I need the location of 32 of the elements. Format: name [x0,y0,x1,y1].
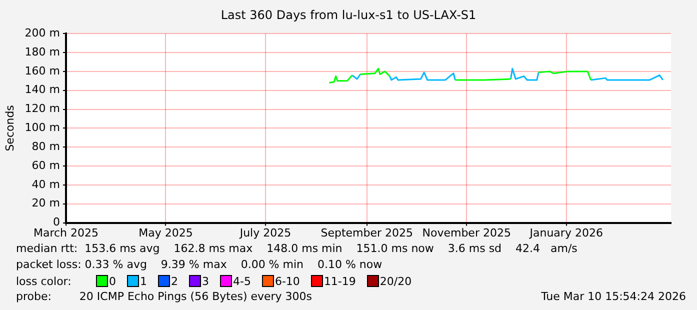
text: probe: 20 ICMP Echo Pings (56 Bytes) every 300s [16,289,312,305]
legend-label: 11-19 [324,274,356,288]
y-tick-label: 20 m [32,196,60,210]
legend-label: 0 [109,274,116,288]
legend-label: 1 [140,274,147,288]
y-axis-title: Seconds [3,104,16,152]
y-tick-label: 40 m [32,178,60,191]
x-tick-label: July 2025 [238,226,292,240]
legend-label: 20/20 [380,274,412,288]
x-tick-label: May 2025 [138,226,193,240]
text: packet loss: 0.33 % avg 9.39 % max 0.00 % min 0.10 % now [16,257,384,273]
text: Tue Mar 10 15:54:24 2026 [541,289,686,305]
y-tick-label: 120 m [24,102,60,116]
y-tick-label: 0 [53,216,60,229]
y-tick-label: 60 m [32,158,60,172]
y-tick-label: 160 m [24,64,60,78]
legend-label: 2 [171,274,178,288]
x-tick-label: November 2025 [422,226,511,240]
x-tick-label: January 2026 [528,226,603,240]
legend-title: loss color: [16,274,72,288]
x-tick-label: March 2025 [33,226,99,240]
legend-label: 4-5 [233,274,251,288]
y-tick-label: 180 m [24,45,60,58]
legend-label: 6-10 [274,274,300,288]
text: median rtt: 153.6 ms avg 162.8 ms max 148.0 ms min 151.0 ms now 3.6 ms sd 42.4 am/s [16,241,578,257]
legend-label: 3 [202,274,209,288]
y-tick-label: 80 m [32,140,60,153]
y-tick-label: 200 m [24,26,60,40]
x-tick-label: September 2025 [320,226,414,240]
y-tick-label: 100 m [24,121,60,134]
y-tick-label: 140 m [24,83,60,96]
chart-title: Last 360 Days from lu-lux-s1 to US-LAX-S1 [220,8,478,22]
